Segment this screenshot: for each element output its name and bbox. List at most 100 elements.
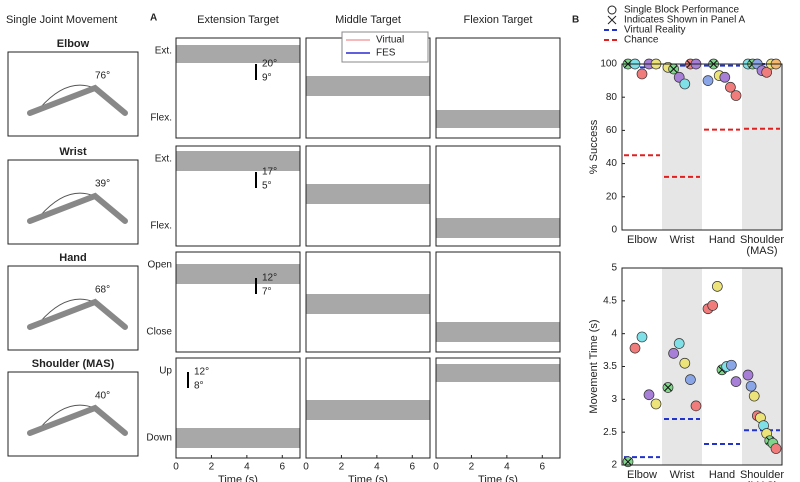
data-point [679,78,691,90]
data-point [742,369,754,381]
legend-label: Chance [624,35,659,46]
panel-label: A [150,13,157,24]
x-tick-label: (MAS) [746,245,777,257]
y-tick-label: 40 [606,158,618,169]
x-tick-label: 0 [173,462,179,473]
plot-frame [435,251,561,353]
plot-frame [175,145,301,247]
x-tick-label: 6 [410,462,416,473]
target-band [306,184,430,204]
scale-virtual: 12° [194,367,209,378]
x-tick-label: 6 [280,462,286,473]
y-label: Up [159,366,172,377]
angle-label: 40° [95,391,110,402]
column-title: Middle Target [335,14,401,26]
angle-label: 39° [95,179,110,190]
target-band [176,45,300,63]
scale-virtual: 17° [262,167,277,178]
x-tick-label: 4 [244,462,250,473]
legend-circle [607,5,617,15]
y-tick-label: 20 [606,191,618,202]
data-point [745,380,757,392]
target-band [306,400,430,420]
target-band [436,218,560,238]
target-band [436,110,560,128]
y-tick-label: 4 [611,328,617,339]
scale-fes: 5° [262,181,272,192]
x-tick-label: Hand [709,234,735,246]
plot-frame [621,63,783,231]
plot-frame [621,267,783,466]
data-point [761,66,773,78]
data-point [668,348,679,359]
data-point [685,374,696,385]
legend-label: Virtual Reality [624,25,686,36]
plot-frame [175,251,301,353]
plot-frame [305,145,431,247]
legend-label: Single Block Performance [624,5,739,16]
legend-x [607,15,617,25]
x-tick-label: Elbow [627,469,657,481]
x-tick-label: (MAS) [746,480,777,482]
x-tick-label: Shoulder [740,234,784,246]
x-tick-label: Hand [709,469,735,481]
x-tick-label: 6 [540,462,546,473]
target-band [176,428,300,448]
plot-frame [435,357,561,459]
y-label: Flex. [150,113,172,124]
target-band [436,322,560,342]
y-label: Ext. [155,154,172,165]
y-tick-label: 3.5 [603,361,617,372]
column-title: Flexion Target [464,14,533,26]
row-title: Hand [59,252,87,264]
y-tick-label: 5 [611,263,617,274]
y-tick-label: 60 [606,125,618,136]
data-point [748,390,760,402]
target-band [306,294,430,314]
x-tick-label: 4 [504,462,510,473]
y-tick-label: 3 [611,394,617,405]
illustration-limb [27,404,128,436]
x-tick-label: 2 [339,462,345,473]
x-axis-label: Time (s) [478,474,518,482]
legend-label: Virtual [376,35,404,46]
y-tick-label: 2.5 [603,427,617,438]
panel-a-indicator [664,383,672,392]
x-tick-label: 4 [374,462,380,473]
x-tick-label: Elbow [627,234,657,246]
x-tick-label: 0 [433,462,439,473]
data-point [702,75,714,86]
plot-frame [175,37,301,139]
plot-frame [175,357,301,459]
legend-label: Indicates Shown in Panel A [624,15,746,26]
legend-label: FES [376,48,396,59]
shaded-band [662,64,702,230]
panel-a-indicator [669,65,678,73]
y-tick-label: 4.5 [603,295,617,306]
x-tick-label: 0 [303,462,309,473]
plot-frame [305,251,431,353]
data-point [636,68,648,80]
y-axis-label: % Success [588,119,600,174]
x-tick-label: Shoulder [740,469,784,481]
row-title: Shoulder (MAS) [32,358,115,370]
target-band [436,364,560,382]
data-point [730,90,742,101]
x-tick-label: Wrist [670,469,695,481]
data-point [636,331,648,343]
illustration-limb [27,84,128,116]
scale-fes: 7° [262,287,272,298]
y-tick-label: 80 [606,92,618,103]
y-label: Open [148,260,172,271]
data-point [725,81,736,93]
data-point [629,342,641,354]
target-band [306,76,430,96]
y-label: Ext. [155,46,172,57]
plot-frame [435,145,561,247]
data-point [711,281,723,292]
target-band [176,264,300,284]
data-point [643,389,655,401]
data-point [690,400,702,412]
y-label: Close [146,327,172,338]
